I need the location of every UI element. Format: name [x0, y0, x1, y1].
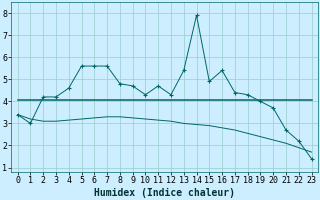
X-axis label: Humidex (Indice chaleur): Humidex (Indice chaleur): [94, 188, 235, 198]
